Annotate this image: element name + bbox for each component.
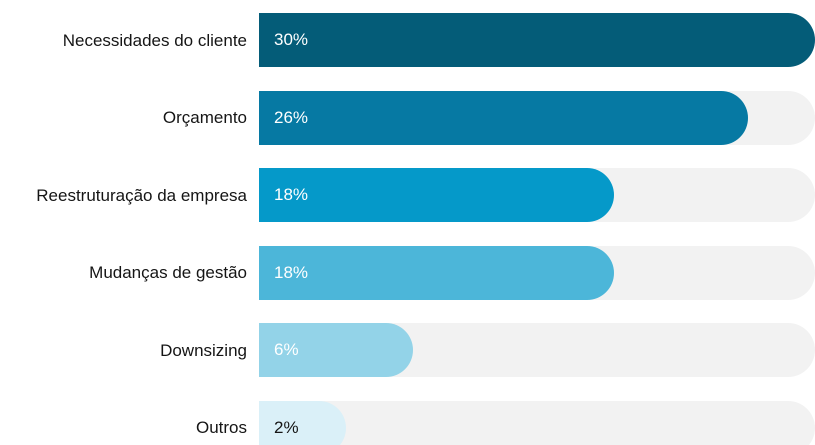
category-label: Reestruturação da empresa xyxy=(36,185,247,205)
category-label: Outros xyxy=(195,418,247,437)
bar-track xyxy=(259,400,815,445)
bar xyxy=(259,245,615,300)
value-label: 2% xyxy=(274,417,299,437)
bar xyxy=(259,13,815,67)
value-label: 6% xyxy=(274,340,299,359)
value-label: 18% xyxy=(274,185,309,204)
category-label: Necessidades do cliente xyxy=(62,30,247,50)
value-label: 30% xyxy=(274,30,309,49)
category-label: Downsizing xyxy=(160,340,247,360)
category-label: Mudanças de gestão xyxy=(89,263,247,282)
value-label: 26% xyxy=(274,107,309,127)
bar xyxy=(259,400,347,445)
category-label: Orçamento xyxy=(162,108,247,127)
value-label: 18% xyxy=(274,262,309,282)
bar xyxy=(259,90,749,145)
bar xyxy=(259,168,615,222)
bar xyxy=(259,323,414,377)
